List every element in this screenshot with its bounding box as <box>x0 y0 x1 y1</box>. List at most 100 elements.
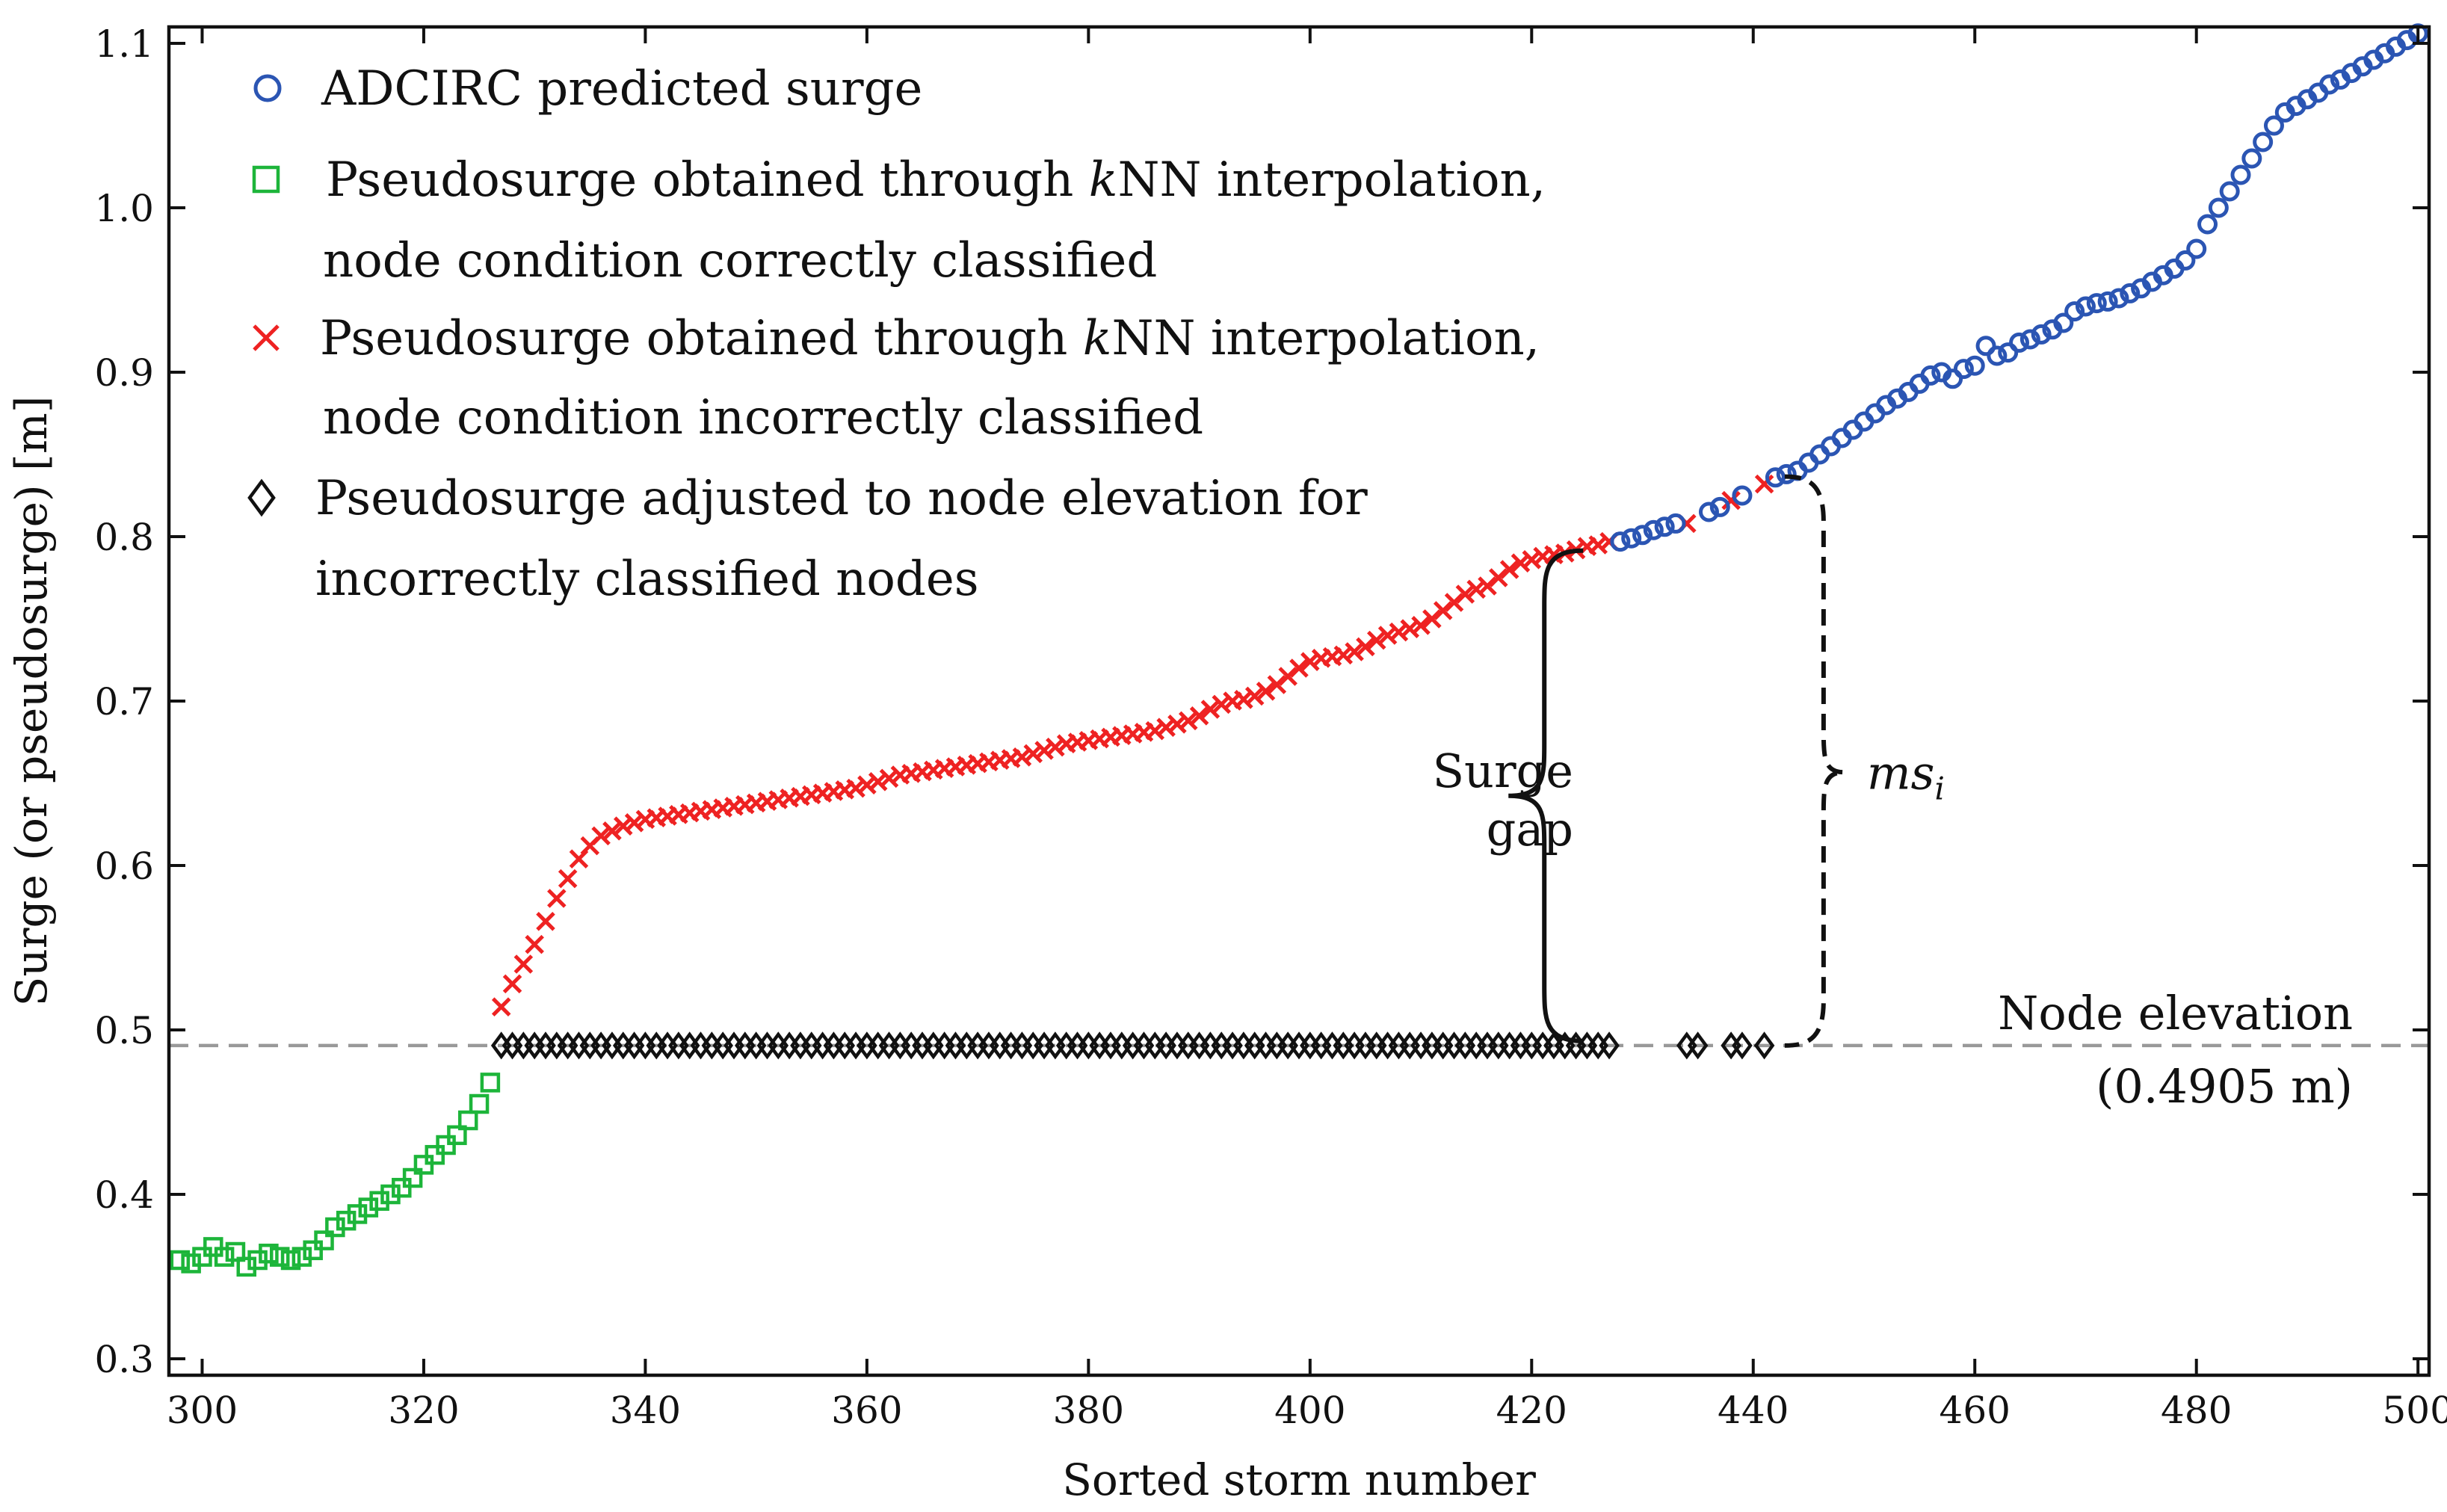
circle-point <box>2120 283 2141 303</box>
x-tick-label: 380 <box>1053 1389 1124 1432</box>
y-tick-label: 0.8 <box>94 516 154 559</box>
x-tick-label: 320 <box>388 1389 459 1432</box>
circle-point <box>2319 74 2340 95</box>
x-point <box>1499 560 1519 579</box>
x-point <box>1511 553 1531 573</box>
ms-i-label: msi <box>1867 745 1945 806</box>
legend-marker-square <box>252 165 280 194</box>
y-tick-label: 0.3 <box>94 1338 154 1381</box>
x-point <box>879 768 899 789</box>
x-point <box>1046 737 1065 757</box>
x-point <box>868 772 888 792</box>
x-point <box>1189 706 1209 726</box>
node-elevation-value: (0.4905 m) <box>2096 1059 2353 1114</box>
x-tick-label: 500 <box>2382 1389 2447 1432</box>
circle-point <box>2175 250 2196 271</box>
circle-point <box>1765 467 1786 488</box>
legend-text-italic: k <box>1089 152 1118 208</box>
x-point <box>558 868 578 889</box>
circle-point <box>1732 485 1753 506</box>
square-point <box>457 1110 478 1131</box>
square-point <box>269 1247 290 1267</box>
x-point <box>1400 619 1420 638</box>
circle-point <box>2208 197 2229 218</box>
x-point <box>1234 690 1253 709</box>
series-adcirc-surge <box>1610 23 2428 552</box>
legend-marker-diamond <box>247 478 276 517</box>
square-point <box>447 1125 467 1146</box>
circle-point <box>1964 355 1985 376</box>
circle-point <box>2219 181 2240 202</box>
x-point <box>1466 579 1486 599</box>
x-axis-title: Sorted storm number <box>1062 1454 1536 1505</box>
circle-point <box>1943 368 1963 389</box>
x-point <box>1411 616 1431 635</box>
x-point <box>1489 568 1508 587</box>
circle-point <box>1953 359 1974 380</box>
circle-point <box>2253 132 2274 152</box>
node-elevation-label: Node elevation <box>1998 986 2353 1040</box>
legend-text-italic: k <box>1083 311 1112 366</box>
x-point <box>491 997 511 1016</box>
series-pseudosurge-incorrect <box>491 474 1774 1016</box>
circle-point <box>2031 324 2052 345</box>
square-point <box>469 1093 490 1114</box>
x-point <box>602 821 622 841</box>
circle-point <box>2097 291 2118 312</box>
x-point <box>1588 535 1608 555</box>
series-adjusted-pseudosurge <box>490 1031 1775 1060</box>
series-pseudosurge-correct <box>170 1073 501 1277</box>
square-point <box>314 1230 334 1250</box>
x-point <box>1012 747 1032 767</box>
x-point <box>1333 645 1354 665</box>
x-point <box>513 954 534 974</box>
reference-line-group: Node elevation (0.4905 m) <box>169 986 2429 1114</box>
y-tick-label: 0.9 <box>94 351 154 395</box>
circle-point <box>2186 238 2207 259</box>
circle-point <box>2108 288 2129 309</box>
legend-label-4-line2: incorrectly classified nodes <box>315 552 979 607</box>
x-point <box>1433 601 1453 620</box>
x-point <box>1366 630 1386 650</box>
x-point <box>1200 700 1221 719</box>
legend: ADCIRC predicted surge Pseudosurge obtain… <box>247 61 1546 607</box>
x-point <box>624 813 644 833</box>
x-point <box>1522 550 1542 570</box>
circle-point <box>1975 336 1996 357</box>
x-point <box>1422 609 1442 629</box>
x-point <box>502 974 522 994</box>
circle-point <box>1654 516 1675 537</box>
x-point <box>1267 675 1287 694</box>
legend-label-2: Pseudosurge obtained through kNN interpo… <box>326 152 1546 208</box>
x-point <box>1034 741 1054 760</box>
circle-point <box>2197 214 2218 235</box>
x-point <box>1244 686 1265 706</box>
x-point <box>1167 715 1187 734</box>
x-point <box>1444 593 1464 612</box>
circle-point <box>2075 296 2096 317</box>
x-tick-label: 440 <box>1718 1389 1789 1432</box>
y-tick-label: 1.0 <box>94 187 154 230</box>
x-point <box>1156 718 1176 737</box>
circle-point <box>1698 502 1719 522</box>
x-point <box>1256 682 1276 701</box>
circle-point <box>1776 463 1797 484</box>
circle-point <box>1665 513 1686 534</box>
x-tick-label: 400 <box>1274 1389 1345 1432</box>
x-point <box>1377 626 1398 645</box>
square-point <box>480 1073 501 1093</box>
diamond-point <box>1687 1031 1709 1060</box>
circle-point <box>1987 345 2008 366</box>
square-point <box>259 1243 279 1264</box>
diamond-point <box>1599 1031 1620 1060</box>
x-point <box>1278 667 1297 686</box>
x-point <box>525 934 544 954</box>
circle-point <box>2263 115 2284 136</box>
legend-text-part: NN interpolation, <box>1111 311 1540 366</box>
y-tick-label: 0.4 <box>94 1173 154 1217</box>
legend-label-3: Pseudosurge obtained through kNN interpo… <box>320 311 1540 366</box>
x-point <box>1145 720 1165 741</box>
x-point <box>857 775 877 794</box>
circle-point <box>1610 531 1631 552</box>
